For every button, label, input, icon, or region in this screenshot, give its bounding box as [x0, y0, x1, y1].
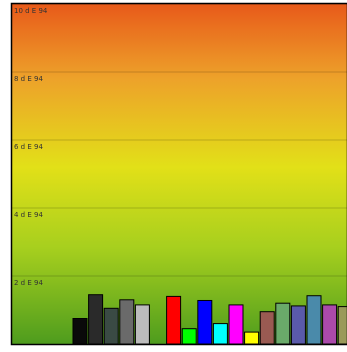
bar [213, 324, 227, 344]
bar [229, 305, 243, 344]
bar [323, 305, 337, 344]
bar [120, 300, 134, 344]
bar [167, 296, 181, 344]
bar [104, 308, 118, 344]
bar [73, 319, 87, 345]
plot-background [12, 4, 347, 344]
bar [182, 329, 196, 344]
y-tick-label: 4 d E 94 [14, 211, 43, 219]
bar [338, 307, 347, 344]
bar [89, 295, 103, 344]
y-tick-label: 2 d E 94 [14, 279, 43, 287]
bar [198, 300, 212, 344]
bar [260, 312, 274, 344]
bar [245, 332, 259, 344]
y-tick-label: 8 d E 94 [14, 75, 43, 83]
bar [276, 303, 290, 344]
bar [307, 296, 321, 344]
y-tick-label: 10 d E 94 [14, 7, 48, 15]
y-tick-label: 6 d E 94 [14, 143, 43, 151]
bar [291, 306, 305, 344]
bar [135, 305, 149, 344]
